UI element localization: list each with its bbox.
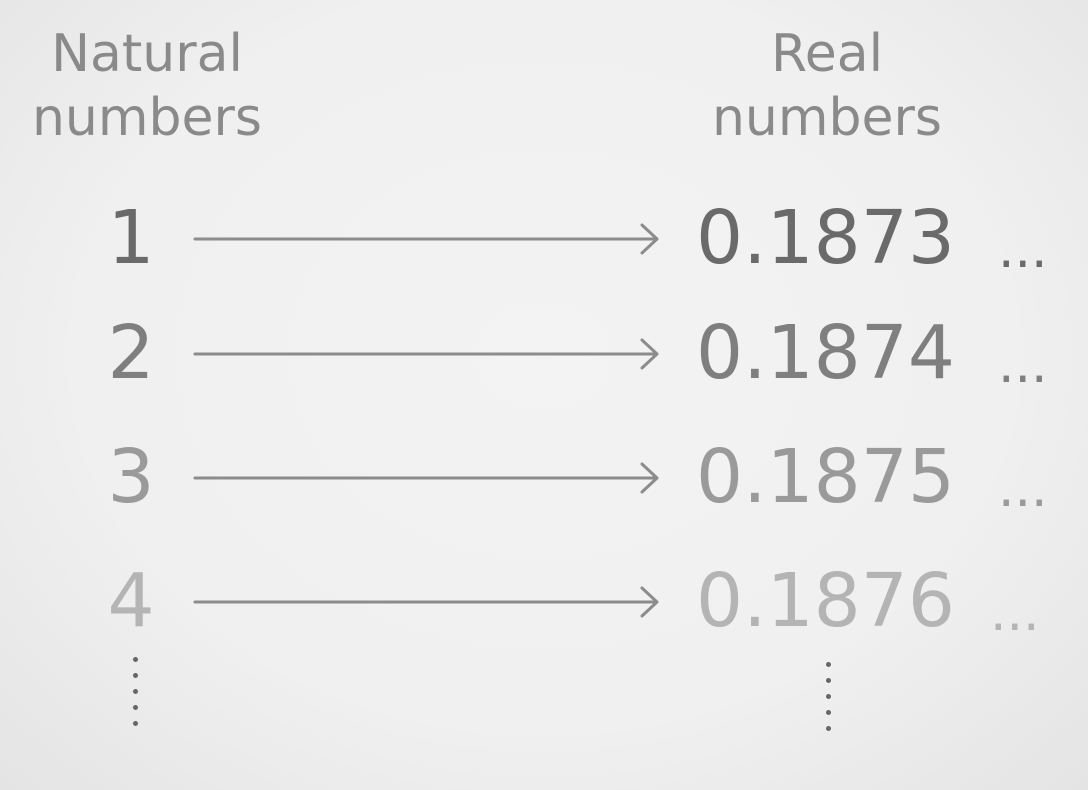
real-number-ellipsis-4: ... (990, 583, 1040, 643)
natural-number-1: 1 (107, 195, 155, 281)
arrow-2-icon (193, 338, 659, 370)
natural-numbers-header: Natural numbers (18, 22, 276, 150)
arrow-4-icon (193, 586, 659, 618)
natural-continuation-dots-icon (130, 657, 140, 737)
real-number-4: 0.1876 (696, 558, 955, 644)
real-numbers-header-line-1: Real (770, 24, 884, 84)
arrow-1-icon (193, 223, 659, 255)
real-number-ellipsis-1: ... (998, 220, 1048, 280)
real-number-ellipsis-2: ... (998, 335, 1048, 395)
real-number-1: 0.1873 (696, 195, 955, 281)
natural-number-2: 2 (107, 310, 155, 396)
real-number-3: 0.1875 (696, 434, 955, 520)
natural-number-3: 3 (107, 434, 155, 520)
natural-numbers-header-line-2: numbers (31, 88, 263, 148)
natural-numbers-header-line-1: Natural (51, 24, 243, 84)
natural-number-4: 4 (107, 558, 155, 644)
arrow-3-icon (193, 462, 659, 494)
real-continuation-dots-icon (823, 662, 833, 742)
real-numbers-header-line-2: numbers (711, 88, 943, 148)
real-number-2: 0.1874 (696, 310, 955, 396)
real-numbers-header: Real numbers (696, 22, 958, 150)
real-number-ellipsis-3: ... (998, 459, 1048, 519)
